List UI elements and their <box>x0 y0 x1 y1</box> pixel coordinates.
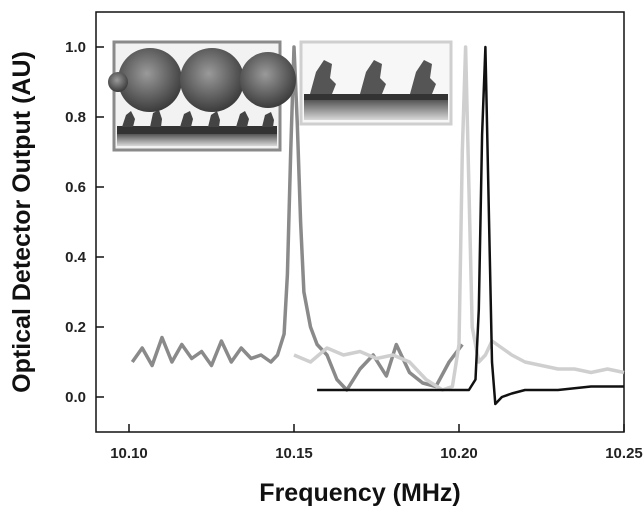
series-line-1 <box>130 45 464 392</box>
series-layer <box>130 45 625 406</box>
y-tick-label: 0.4 <box>65 249 87 266</box>
y-axis-title: Optical Detector Output (AU) <box>8 51 36 393</box>
y-tick-label: 1.0 <box>65 39 86 56</box>
y-tick-label: 0.2 <box>65 319 86 336</box>
x-tick-label: 10.10 <box>110 445 148 462</box>
y-tick-label: 0.0 <box>65 389 86 406</box>
inset-bound-complex <box>108 40 296 152</box>
x-tick-label: 10.25 <box>605 445 643 462</box>
inset-bare-surface <box>299 40 453 126</box>
x-axis-title: Frequency (MHz) <box>259 479 460 507</box>
y-tick-label: 0.6 <box>65 179 86 196</box>
series-line-2 <box>293 45 625 392</box>
y-tick-label: 0.8 <box>65 109 86 126</box>
series-line-3 <box>317 45 624 406</box>
axes-layer: 10.10 10.15 10.20 10.25 0.0 0.2 0.4 0.6 0.8 1.0 <box>65 39 643 462</box>
x-tick-label: 10.20 <box>440 445 478 462</box>
x-tick-label: 10.15 <box>275 445 313 462</box>
